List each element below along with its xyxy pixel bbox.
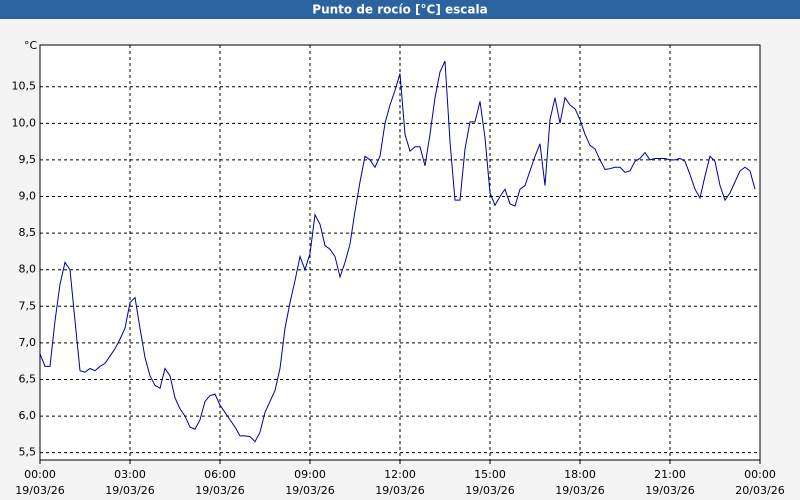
x-tick-date: 19/03/26 [375,484,424,497]
title-bar [0,0,800,19]
x-tick-date: 19/03/26 [645,484,694,497]
y-tick-label: 5,5 [19,446,37,459]
y-tick-label: 8,5 [19,226,37,239]
y-tick-label: 7,0 [19,336,37,349]
x-tick-label: 09:00 [294,468,326,481]
x-tick-date: 20/03/26 [735,484,784,497]
x-tick-label: 06:00 [204,468,236,481]
data-line [39,60,756,443]
x-tick-label: 12:00 [384,468,416,481]
y-tick-label: 8,0 [19,263,37,276]
x-tick-date: 19/03/26 [285,484,334,497]
x-tick-label: 00:00 [744,468,776,481]
x-tick-label: 15:00 [474,468,506,481]
x-tick-label: 18:00 [564,468,596,481]
x-tick-date: 19/03/26 [105,484,154,497]
y-tick-label: 10,0 [12,116,37,129]
x-tick-label: 00:00 [24,468,56,481]
x-tick-date: 19/03/26 [465,484,514,497]
x-tick-date: 19/03/26 [195,484,244,497]
y-tick-label: 10,5 [12,80,37,93]
y-tick-label: 7,5 [19,299,37,312]
x-tick-date: 19/03/26 [15,484,64,497]
x-tick-label: 21:00 [654,468,686,481]
x-tick-label: 03:00 [114,468,146,481]
y-tick-label: 9,5 [19,153,37,166]
plot-area [39,44,761,461]
y-unit: °C [24,39,38,52]
y-tick-label: 6,0 [19,409,37,422]
chart-title: Punto de rocío [°C] escala [312,3,487,17]
x-tick-date: 19/03/26 [555,484,604,497]
y-tick-label: 6,5 [19,372,37,385]
y-tick-label: 9,0 [19,190,37,203]
